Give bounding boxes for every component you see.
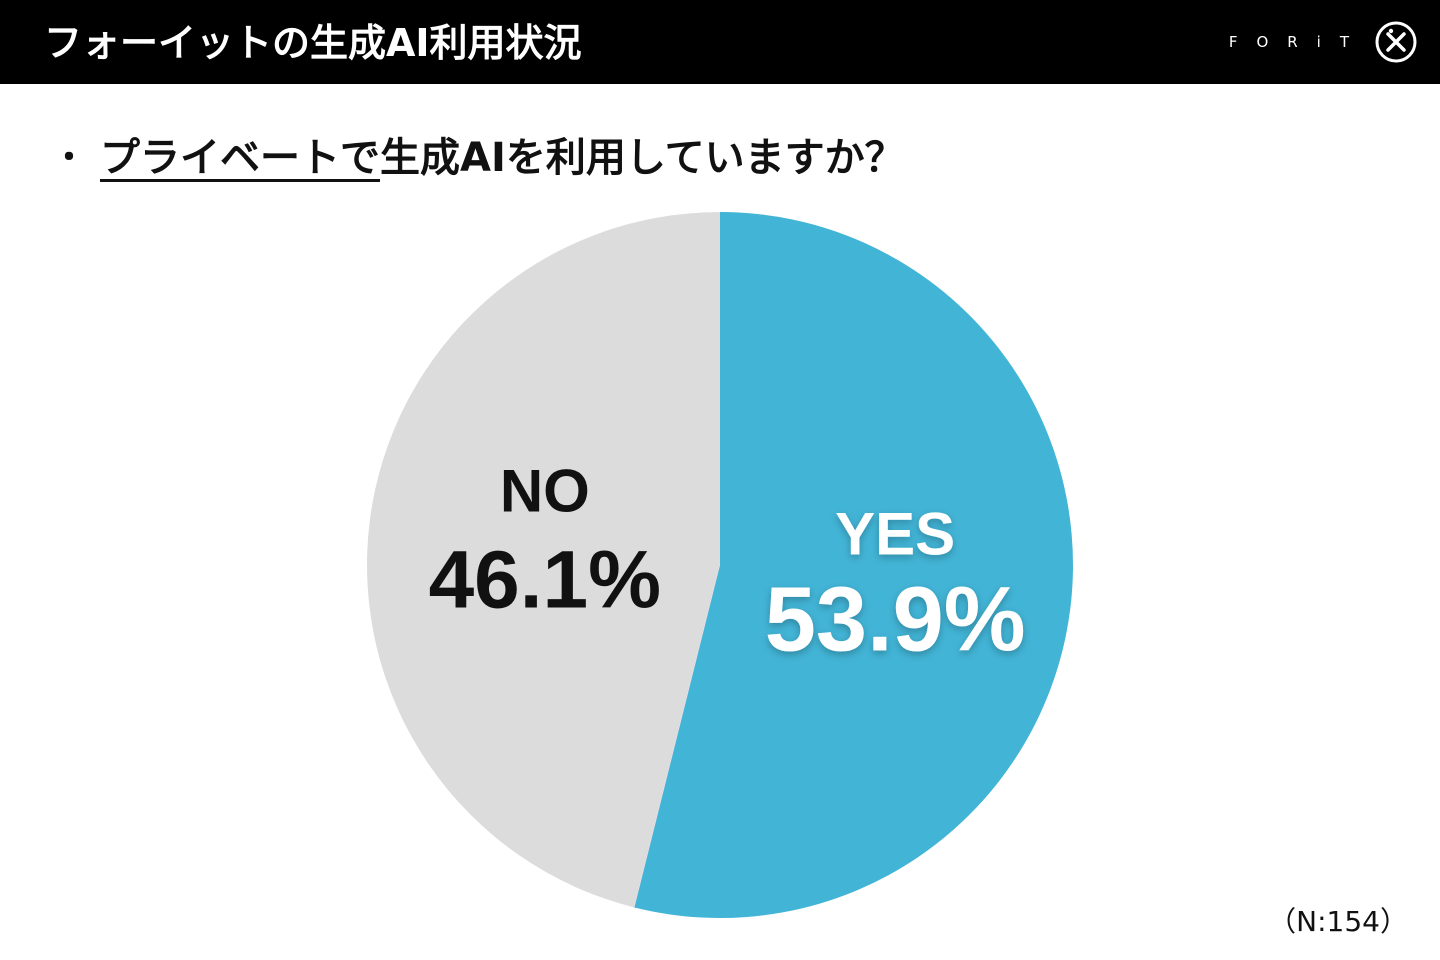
slice-category-label: YES bbox=[835, 501, 955, 568]
question-text: 生成AIを利用していますか？ bbox=[380, 135, 905, 181]
brand-wordmark: FORiT bbox=[1228, 33, 1368, 51]
header-bar: フォーイットの生成AI利用状況 FORiT bbox=[0, 0, 1440, 84]
slice-label-group-no: NO 46.1% bbox=[429, 457, 662, 625]
slice-value-label: 46.1% bbox=[429, 534, 662, 625]
question-emphasis: プライベートで bbox=[100, 135, 380, 181]
pie-slice-no bbox=[367, 212, 720, 908]
pie-slice-yes bbox=[634, 212, 1073, 918]
slice-category-label: NO bbox=[500, 457, 590, 524]
brand-mark-icon bbox=[1375, 21, 1417, 63]
question-bullet: ・ bbox=[52, 137, 86, 178]
slice-value-label: 53.9% bbox=[765, 569, 1026, 671]
brand-logo: FORiT bbox=[1229, 18, 1418, 66]
page-title: フォーイットの生成AI利用状況 bbox=[44, 21, 582, 65]
question-heading: ・ プライベートで 生成AIを利用していますか？ bbox=[52, 124, 905, 184]
sample-size-note: （N:154） bbox=[1268, 905, 1408, 938]
